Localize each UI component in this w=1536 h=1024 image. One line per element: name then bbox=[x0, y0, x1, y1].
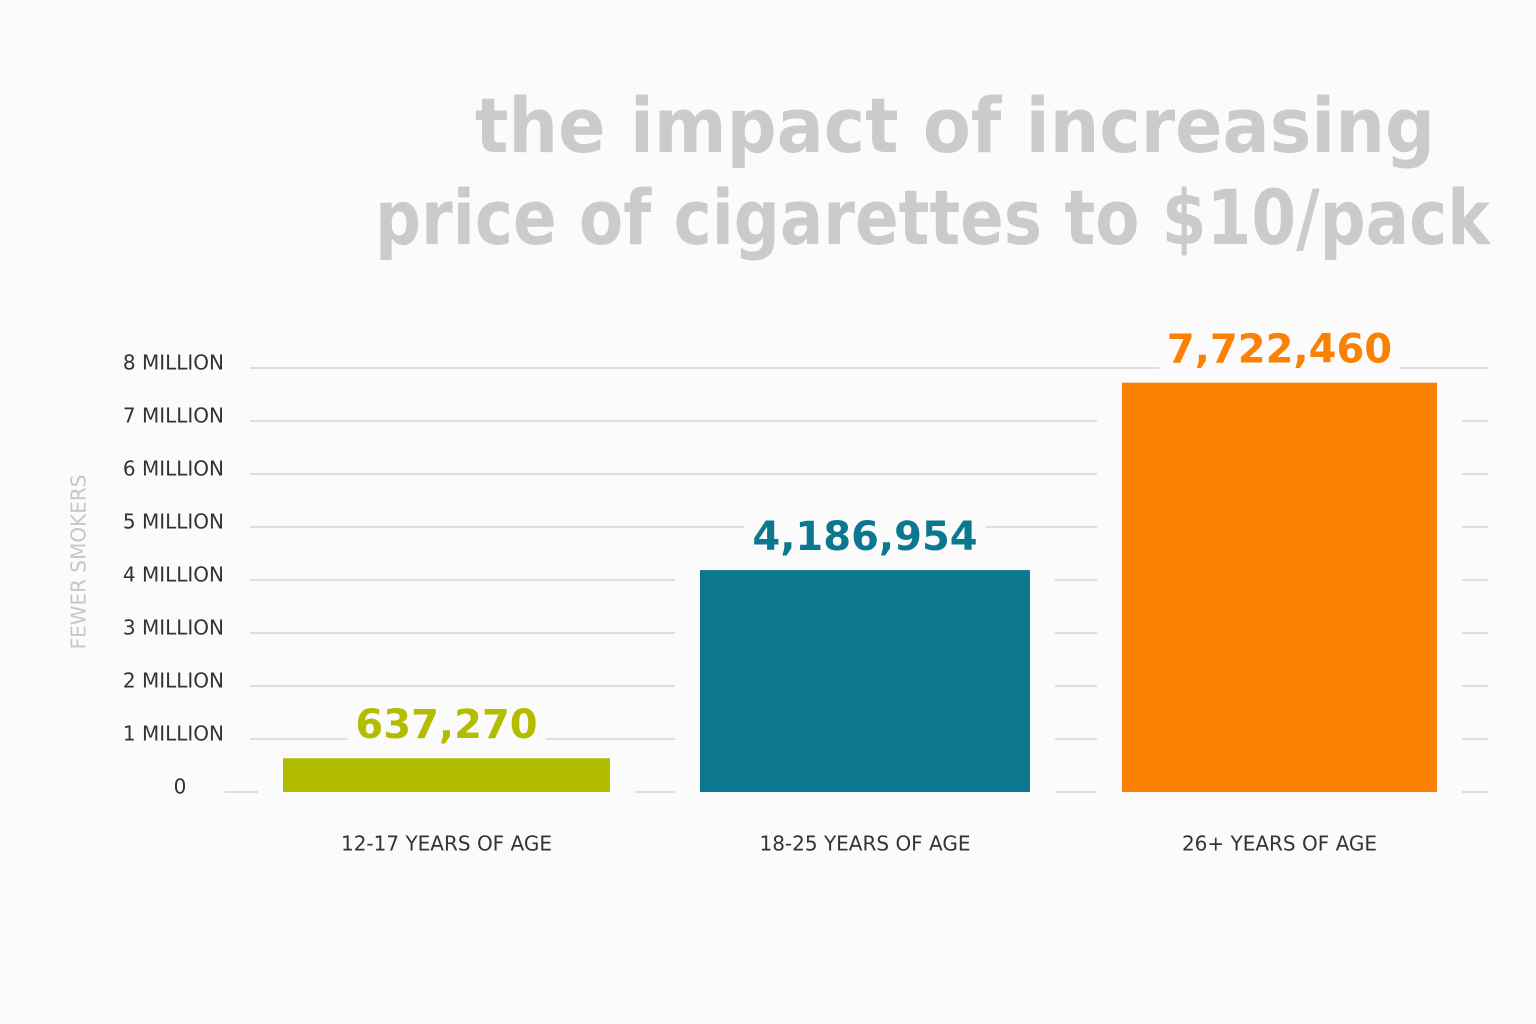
x-tick-label: 18-25 YEARS OF AGE bbox=[759, 832, 970, 856]
y-tick-label: 5 MILLION bbox=[123, 510, 224, 534]
y-tick-label: 7 MILLION bbox=[123, 404, 224, 428]
y-axis-label: FEWER SMOKERS bbox=[67, 475, 91, 650]
x-tick-label: 26+ YEARS OF AGE bbox=[1182, 832, 1377, 856]
value-label: 4,186,954 bbox=[752, 514, 977, 560]
y-tick-label: 3 MILLION bbox=[123, 616, 224, 640]
label-gap bbox=[744, 514, 986, 561]
y-tick-label: 8 MILLION bbox=[123, 351, 224, 375]
y-tick-label: 0 bbox=[174, 775, 187, 799]
label-gap bbox=[347, 702, 546, 749]
x-tick-label: 12-17 YEARS OF AGE bbox=[341, 832, 552, 856]
y-tick-label: 1 MILLION bbox=[123, 722, 224, 746]
chart-title: price of cigarettes to $10/pack bbox=[375, 173, 1491, 262]
label-gap bbox=[1158, 326, 1401, 373]
bar bbox=[283, 758, 610, 792]
value-label: 637,270 bbox=[355, 702, 537, 748]
bars: 637,270 12-17 YEARS OF AGE 4,186,954 18-25 … bbox=[258, 326, 1462, 856]
bar bbox=[1122, 382, 1437, 792]
y-tick-label: 6 MILLION bbox=[123, 457, 224, 481]
bar bbox=[700, 570, 1030, 792]
value-label: 7,722,460 bbox=[1167, 327, 1392, 373]
y-tick-label: 2 MILLION bbox=[123, 669, 224, 693]
y-tick-label: 4 MILLION bbox=[123, 563, 224, 587]
chart-title: the impact of increasing bbox=[475, 81, 1435, 170]
